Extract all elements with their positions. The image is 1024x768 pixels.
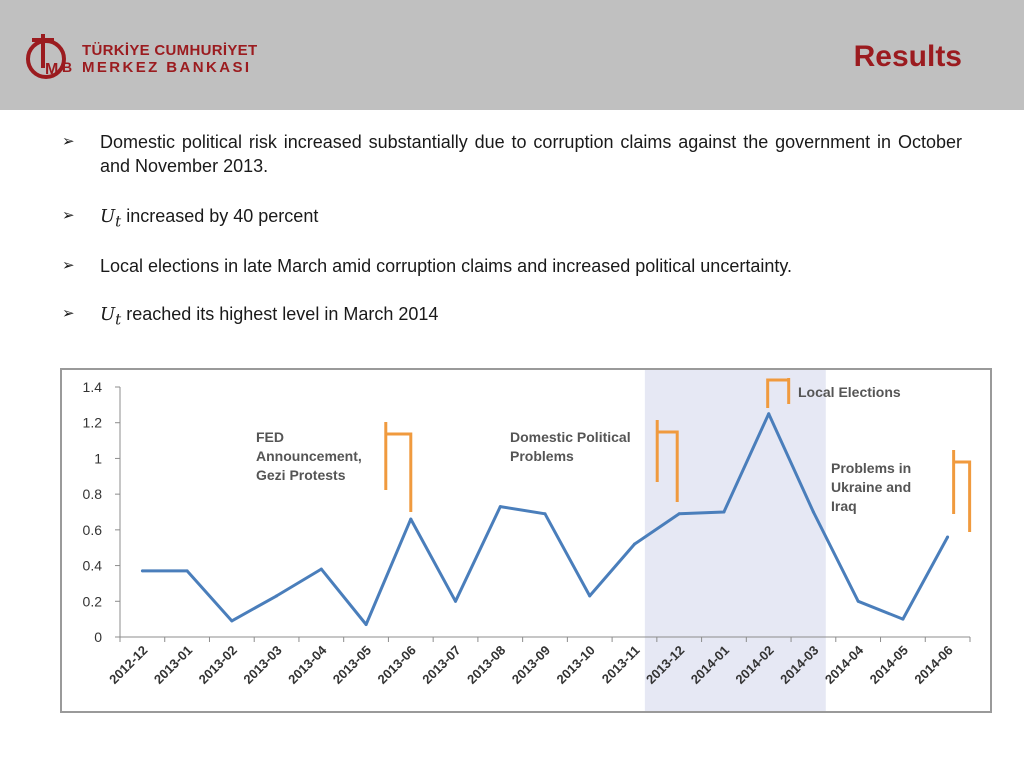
data-point <box>409 517 413 521</box>
tcmb-logo: M B TÜRKİYE CUMHURİYET MERKEZ BANKASI <box>24 34 264 84</box>
series-line <box>142 412 949 626</box>
x-tick-label: 2013-10 <box>554 643 598 687</box>
annotation-label: Problems <box>510 448 574 464</box>
chart-container: 0 0.2 0.4 0.6 0.8 1 1.2 1.4 2012-12 2013-01 2013-0… <box>60 368 992 713</box>
data-point <box>677 512 681 516</box>
data-point <box>140 569 144 573</box>
local-elections-bracket-icon <box>766 378 789 408</box>
domestic-political-bracket-icon <box>657 430 679 502</box>
y-tick-label: 0.2 <box>83 593 103 609</box>
x-tick-label: 2013-04 <box>285 642 330 687</box>
data-point <box>230 619 234 623</box>
bullet-text: increased by 40 percent <box>121 206 319 226</box>
y-tick-label: 0.6 <box>83 522 103 538</box>
data-point <box>185 569 189 573</box>
data-point <box>319 567 323 571</box>
data-point <box>901 617 905 621</box>
ukraine-iraq-bracket-icon <box>953 460 972 532</box>
variable-symbol: U <box>100 304 116 325</box>
data-point <box>946 535 950 539</box>
y-tick-label: 0 <box>94 629 102 645</box>
bullet-text: Local elections in late March amid corru… <box>100 256 793 276</box>
x-tick-label: 2013-06 <box>375 643 419 687</box>
data-point <box>633 542 636 546</box>
x-tick-label: 2013-11 <box>599 643 643 687</box>
x-tick-label: 2013-09 <box>509 643 553 687</box>
bullet-text: Domestic political risk increased substa… <box>100 132 962 176</box>
annotation-label: Announcement, <box>256 448 362 464</box>
tcmb-emblem-icon: M B <box>26 34 72 79</box>
arrow-bullet-icon: ➢ <box>62 207 75 224</box>
data-point <box>856 599 860 603</box>
x-tick-label: 2013-07 <box>419 643 463 687</box>
shaded-period-band <box>644 370 826 711</box>
header-bar: M B TÜRKİYE CUMHURİYET MERKEZ BANKASI Re… <box>0 0 1024 110</box>
y-tick-label: 1 <box>94 450 102 466</box>
data-point <box>588 594 592 598</box>
y-tick-label: 1.2 <box>83 415 103 431</box>
y-tick-label: 0.4 <box>83 558 103 574</box>
x-tick-label: 2013-08 <box>464 643 508 687</box>
annotation-label: Local Elections <box>798 384 901 400</box>
annotation-label: Ukraine and <box>831 479 911 495</box>
annotation-label: Domestic Political <box>510 429 631 445</box>
variable-subscript: t <box>115 310 122 329</box>
arrow-bullet-icon: ➢ <box>62 133 75 150</box>
annotation-label: Gezi Protests <box>256 467 346 483</box>
y-tick-label: 0.8 <box>83 486 103 502</box>
data-point <box>364 623 368 626</box>
y-tick-label: 1.4 <box>83 379 103 395</box>
logo-text-line2: MERKEZ BANKASI <box>82 59 252 76</box>
data-point <box>498 505 502 509</box>
annotation-label: FED <box>256 429 284 445</box>
x-tick-label: 2013-02 <box>196 643 240 687</box>
variable-subscript: t <box>115 212 122 231</box>
x-tick-label: 2012-12 <box>106 643 150 687</box>
data-point <box>543 512 547 516</box>
annotation-label: Problems in <box>831 460 911 476</box>
x-tick-label: 2013-03 <box>240 643 284 687</box>
svg-text:M: M <box>45 61 58 78</box>
data-point <box>767 412 771 416</box>
x-tick-label: 2014-05 <box>867 643 911 687</box>
annotation-label: Iraq <box>831 498 857 514</box>
bullet-text: reached its highest level in March 2014 <box>121 304 439 324</box>
logo-text-line1: TÜRKİYE CUMHURİYET <box>82 42 258 59</box>
x-tick-label: 2014-04 <box>822 642 867 687</box>
variable-symbol: U <box>100 206 116 227</box>
data-point <box>722 510 726 514</box>
x-tick-label: 2013-05 <box>330 643 374 687</box>
data-point <box>275 594 279 598</box>
svg-text:B: B <box>62 59 72 75</box>
arrow-bullet-icon: ➢ <box>62 257 75 274</box>
data-point <box>454 599 457 603</box>
x-tick-label: 2014-06 <box>911 643 955 687</box>
x-tick-label: 2013-01 <box>151 643 195 687</box>
fed-gezi-bracket-icon <box>385 432 413 512</box>
data-point <box>811 510 815 514</box>
arrow-bullet-icon: ➢ <box>62 305 75 322</box>
page-title: Results <box>853 40 962 73</box>
